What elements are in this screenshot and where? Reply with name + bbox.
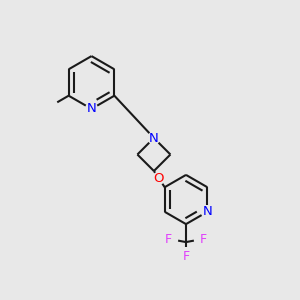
- Text: F: F: [165, 233, 172, 246]
- Text: O: O: [154, 172, 164, 185]
- Text: N: N: [202, 205, 212, 218]
- Text: N: N: [149, 131, 159, 145]
- Text: F: F: [200, 233, 207, 246]
- Text: F: F: [182, 250, 190, 263]
- Text: N: N: [87, 102, 96, 116]
